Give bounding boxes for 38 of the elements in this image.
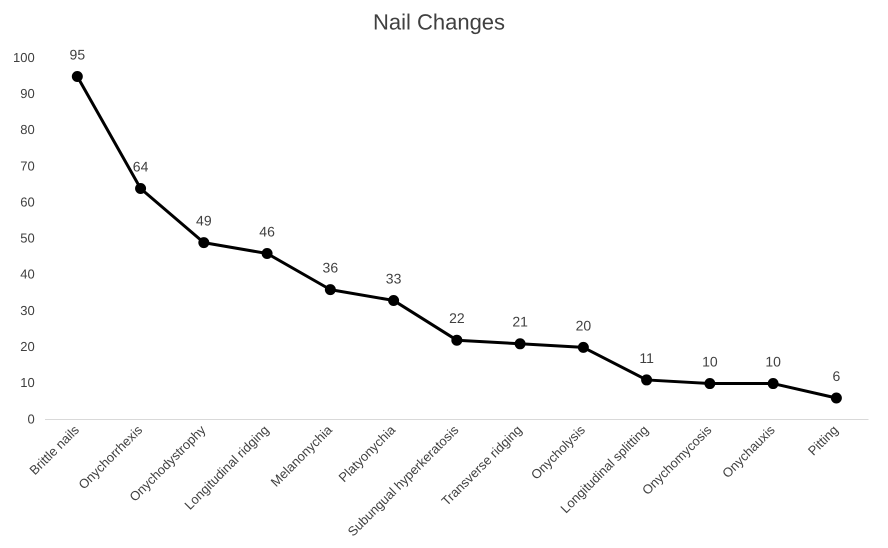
y-tick-label: 10 xyxy=(20,375,35,390)
y-tick-label: 90 xyxy=(20,86,35,102)
point xyxy=(578,342,589,353)
point xyxy=(830,392,842,404)
data-label: 6 xyxy=(832,368,840,384)
data-label: 20 xyxy=(576,317,592,334)
data-label: 10 xyxy=(765,353,782,370)
chart-title: Nail Changes xyxy=(372,9,506,34)
point xyxy=(262,248,273,259)
point xyxy=(72,70,83,82)
point xyxy=(135,182,146,194)
data-label: 95 xyxy=(70,46,86,62)
y-tick-label: 50 xyxy=(20,230,35,246)
point xyxy=(768,378,779,390)
data-label: 64 xyxy=(132,158,149,174)
data-label: 10 xyxy=(702,353,718,370)
point xyxy=(704,378,716,390)
y-tick-label: 40 xyxy=(20,266,35,282)
point xyxy=(451,334,462,346)
y-tick-label: 100 xyxy=(12,50,35,65)
point xyxy=(514,338,526,350)
y-tick-label: 80 xyxy=(20,122,35,138)
data-label: 36 xyxy=(322,259,338,276)
data-label: 22 xyxy=(449,310,465,326)
y-tick-label: 60 xyxy=(20,194,35,210)
data-label: 21 xyxy=(512,314,528,330)
y-tick-label: 0 xyxy=(27,411,35,426)
y-tick-label: 20 xyxy=(20,339,35,354)
data-label: 49 xyxy=(196,212,212,229)
point xyxy=(388,294,400,306)
data-label: 33 xyxy=(386,270,402,286)
point xyxy=(641,374,652,386)
data-label: 46 xyxy=(259,223,276,240)
y-tick-label: 70 xyxy=(20,158,35,174)
point xyxy=(198,237,210,248)
y-tick-label: 30 xyxy=(20,302,35,318)
data-label: 11 xyxy=(639,350,654,366)
point xyxy=(324,284,336,296)
